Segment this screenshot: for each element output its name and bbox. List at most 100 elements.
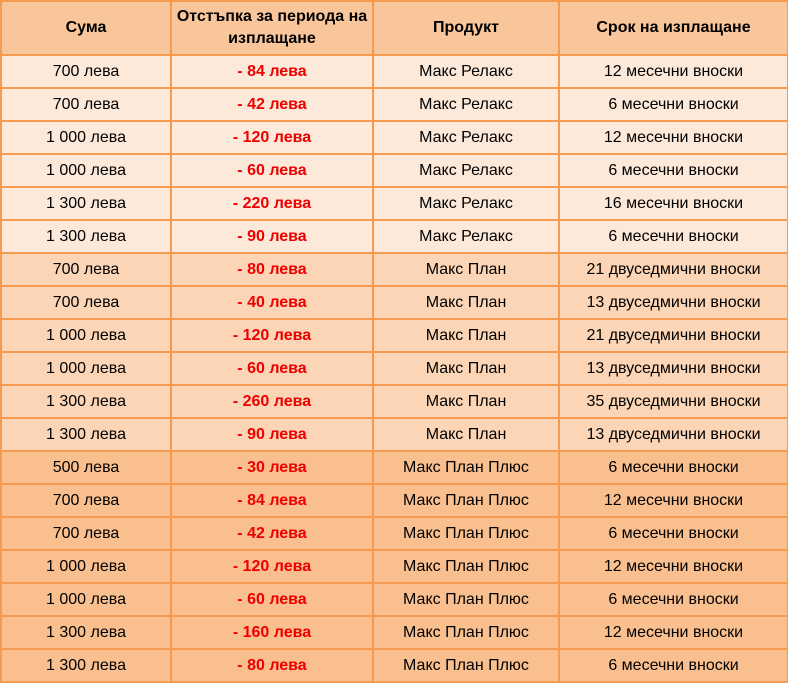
discount-cell: - 90 лева bbox=[170, 417, 374, 452]
product-cell: Макс Релакс bbox=[372, 87, 560, 122]
amount-cell: 700 лева bbox=[0, 252, 172, 287]
discount-cell: - 60 лева bbox=[170, 351, 374, 386]
term-cell: 21 двуседмични вноски bbox=[558, 252, 788, 287]
product-cell: Макс План bbox=[372, 318, 560, 353]
table-row: 1 300 лева - 220 лева Макс Релакс 16 мес… bbox=[0, 186, 788, 221]
amount-cell: 1 300 лева bbox=[0, 186, 172, 221]
amount-cell: 1 300 лева bbox=[0, 384, 172, 419]
header-amount: Сума bbox=[0, 0, 172, 56]
header-term: Срок на изплащане bbox=[558, 0, 788, 56]
header-row: Сума Отстъпка за периода на изплащане Пр… bbox=[0, 0, 788, 56]
table-row: 1 000 лева - 60 лева Макс Релакс 6 месеч… bbox=[0, 153, 788, 188]
table-row: 1 300 лева - 80 лева Макс План Плюс 6 ме… bbox=[0, 648, 788, 683]
table-row: 700 лева - 42 лева Макс Релакс 6 месечни… bbox=[0, 87, 788, 122]
table-row: 500 лева - 30 лева Макс План Плюс 6 месе… bbox=[0, 450, 788, 485]
discount-cell: - 80 лева bbox=[170, 648, 374, 683]
product-cell: Макс Релакс bbox=[372, 54, 560, 89]
table-row: 1 300 лева - 90 лева Макс План 13 двусед… bbox=[0, 417, 788, 452]
amount-cell: 1 000 лева bbox=[0, 318, 172, 353]
table-row: 1 300 лева - 260 лева Макс План 35 двусе… bbox=[0, 384, 788, 419]
amount-cell: 700 лева bbox=[0, 516, 172, 551]
term-cell: 6 месечни вноски bbox=[558, 219, 788, 254]
amount-cell: 1 300 лева bbox=[0, 615, 172, 650]
discount-cell: - 42 лева bbox=[170, 516, 374, 551]
product-cell: Макс Релакс bbox=[372, 186, 560, 221]
term-cell: 6 месечни вноски bbox=[558, 582, 788, 617]
term-cell: 6 месечни вноски bbox=[558, 516, 788, 551]
amount-cell: 1 300 лева bbox=[0, 219, 172, 254]
amount-cell: 1 000 лева bbox=[0, 153, 172, 188]
term-cell: 21 двуседмични вноски bbox=[558, 318, 788, 353]
product-cell: Макс Релакс bbox=[372, 219, 560, 254]
amount-cell: 700 лева bbox=[0, 483, 172, 518]
product-cell: Макс План Плюс bbox=[372, 615, 560, 650]
discount-cell: - 40 лева bbox=[170, 285, 374, 320]
table-row: 1 000 лева - 120 лева Макс План Плюс 12 … bbox=[0, 549, 788, 584]
product-cell: Макс План Плюс bbox=[372, 582, 560, 617]
discount-cell: - 260 лева bbox=[170, 384, 374, 419]
table-row: 1 000 лева - 120 лева Макс План 21 двусе… bbox=[0, 318, 788, 353]
product-cell: Макс План Плюс bbox=[372, 549, 560, 584]
amount-cell: 1 000 лева bbox=[0, 582, 172, 617]
discount-cell: - 42 лева bbox=[170, 87, 374, 122]
discount-cell: - 60 лева bbox=[170, 582, 374, 617]
amount-cell: 1 000 лева bbox=[0, 549, 172, 584]
table-row: 700 лева - 40 лева Макс План 13 двуседми… bbox=[0, 285, 788, 320]
term-cell: 13 двуседмични вноски bbox=[558, 285, 788, 320]
table-row: 700 лева - 84 лева Макс План Плюс 12 мес… bbox=[0, 483, 788, 518]
product-cell: Макс План bbox=[372, 252, 560, 287]
header-product: Продукт bbox=[372, 0, 560, 56]
amount-cell: 700 лева bbox=[0, 87, 172, 122]
term-cell: 13 двуседмични вноски bbox=[558, 351, 788, 386]
product-cell: Макс Релакс bbox=[372, 153, 560, 188]
table-row: 1 300 лева - 90 лева Макс Релакс 6 месеч… bbox=[0, 219, 788, 254]
discount-cell: - 84 лева bbox=[170, 54, 374, 89]
discount-cell: - 120 лева bbox=[170, 318, 374, 353]
term-cell: 16 месечни вноски bbox=[558, 186, 788, 221]
table-row: 1 000 лева - 60 лева Макс План Плюс 6 ме… bbox=[0, 582, 788, 617]
amount-cell: 700 лева bbox=[0, 285, 172, 320]
product-cell: Макс План Плюс bbox=[372, 450, 560, 485]
product-cell: Макс План bbox=[372, 351, 560, 386]
discount-cell: - 120 лева bbox=[170, 549, 374, 584]
discount-cell: - 120 лева bbox=[170, 120, 374, 155]
discount-cell: - 220 лева bbox=[170, 186, 374, 221]
amount-cell: 1 300 лева bbox=[0, 648, 172, 683]
term-cell: 12 месечни вноски bbox=[558, 615, 788, 650]
header-discount: Отстъпка за периода на изплащане bbox=[170, 0, 374, 56]
amount-cell: 500 лева bbox=[0, 450, 172, 485]
term-cell: 12 месечни вноски bbox=[558, 483, 788, 518]
table-row: 1 000 лева - 120 лева Макс Релакс 12 мес… bbox=[0, 120, 788, 155]
product-cell: Макс План Плюс bbox=[372, 516, 560, 551]
discount-cell: - 30 лева bbox=[170, 450, 374, 485]
term-cell: 6 месечни вноски bbox=[558, 450, 788, 485]
amount-cell: 1 000 лева bbox=[0, 120, 172, 155]
table-row: 700 лева - 84 лева Макс Релакс 12 месечн… bbox=[0, 54, 788, 89]
discount-cell: - 90 лева bbox=[170, 219, 374, 254]
amount-cell: 1 000 лева bbox=[0, 351, 172, 386]
term-cell: 6 месечни вноски bbox=[558, 153, 788, 188]
term-cell: 35 двуседмични вноски bbox=[558, 384, 788, 419]
product-cell: Макс План bbox=[372, 417, 560, 452]
term-cell: 6 месечни вноски bbox=[558, 87, 788, 122]
product-cell: Макс План Плюс bbox=[372, 483, 560, 518]
term-cell: 12 месечни вноски bbox=[558, 549, 788, 584]
discount-cell: - 60 лева bbox=[170, 153, 374, 188]
table-row: 700 лева - 80 лева Макс План 21 двуседми… bbox=[0, 252, 788, 287]
amount-cell: 700 лева bbox=[0, 54, 172, 89]
product-cell: Макс План bbox=[372, 285, 560, 320]
product-cell: Макс План bbox=[372, 384, 560, 419]
table-row: 700 лева - 42 лева Макс План Плюс 6 месе… bbox=[0, 516, 788, 551]
term-cell: 12 месечни вноски bbox=[558, 120, 788, 155]
table-row: 1 000 лева - 60 лева Макс План 13 двусед… bbox=[0, 351, 788, 386]
term-cell: 12 месечни вноски bbox=[558, 54, 788, 89]
product-cell: Макс План Плюс bbox=[372, 648, 560, 683]
term-cell: 13 двуседмични вноски bbox=[558, 417, 788, 452]
amount-cell: 1 300 лева bbox=[0, 417, 172, 452]
discount-cell: - 84 лева bbox=[170, 483, 374, 518]
term-cell: 6 месечни вноски bbox=[558, 648, 788, 683]
discount-cell: - 80 лева bbox=[170, 252, 374, 287]
discount-cell: - 160 лева bbox=[170, 615, 374, 650]
table-row: 1 300 лева - 160 лева Макс План Плюс 12 … bbox=[0, 615, 788, 650]
